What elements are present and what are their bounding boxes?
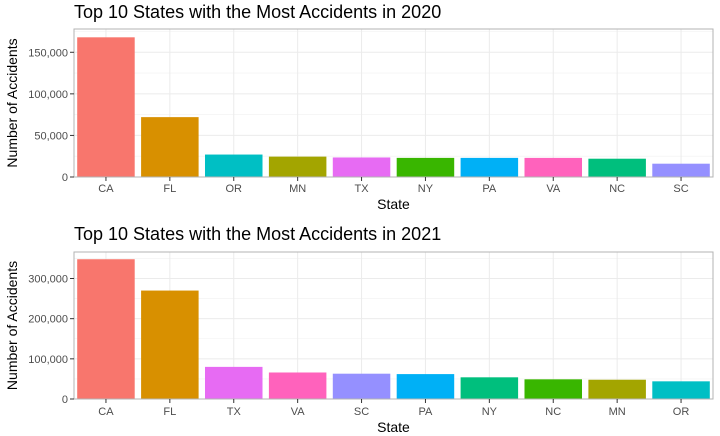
plot-border xyxy=(73,251,714,400)
y-tick-label: 50,000 xyxy=(34,130,68,142)
x-tick-label: NY xyxy=(482,406,498,418)
plot-border xyxy=(73,28,714,178)
bar-CA xyxy=(77,37,135,177)
bar-SC xyxy=(652,163,710,177)
y-tick-label: 0 xyxy=(62,172,68,184)
x-tick-label: TX xyxy=(355,183,370,195)
y-axis-title: Number of Accidents xyxy=(4,38,20,167)
x-tick-label: SC xyxy=(354,406,369,418)
chart-title: Top 10 States with the Most Accidents in… xyxy=(74,2,442,22)
x-tick-label: FL xyxy=(163,406,176,418)
bar-PA xyxy=(396,374,455,399)
bar-MN xyxy=(268,156,327,177)
x-axis-title: State xyxy=(377,419,410,435)
y-tick-label: 100,000 xyxy=(28,89,68,101)
chart-2021-plot: 0 100,000 200,000 300,000 CA FL TX VA SC PA NY NC MN… xyxy=(4,251,714,435)
bar-VA xyxy=(524,157,583,177)
x-tick-label: VA xyxy=(546,183,561,195)
x-tick-label: SC xyxy=(673,183,688,195)
x-tick-label: OR xyxy=(673,406,690,418)
y-tick-label: 200,000 xyxy=(28,314,68,326)
x-tick-label: CA xyxy=(98,406,114,418)
x-tick-label: NC xyxy=(545,406,561,418)
bar-CA xyxy=(77,259,135,399)
y-tick-label: 300,000 xyxy=(28,274,68,286)
x-tick-label: NC xyxy=(609,183,625,195)
chart-2020: Top 10 States with the Most Accidents in… xyxy=(0,0,720,216)
chart-2020-plot: 0 50,000 100,000 150,000 CA FL OR MN TX NY PA VA NC S… xyxy=(4,28,714,212)
bar-FL xyxy=(141,290,199,399)
chart-2021: Top 10 States with the Most Accidents in… xyxy=(0,222,720,436)
y-axis-title: Number of Accidents xyxy=(4,261,20,390)
chart-title: Top 10 States with the Most Accidents in… xyxy=(74,224,442,244)
bar-TX xyxy=(332,157,391,177)
x-tick-label: OR xyxy=(226,183,243,195)
x-tick-label: CA xyxy=(98,183,114,195)
x-tick-label: TX xyxy=(227,406,242,418)
bar-OR xyxy=(204,154,263,177)
y-tick-label: 150,000 xyxy=(28,47,68,59)
bar-SC xyxy=(332,373,391,399)
x-tick-label: FL xyxy=(163,183,176,195)
bar-TX xyxy=(204,366,263,399)
bar-PA xyxy=(460,157,519,177)
y-tick-label: 100,000 xyxy=(28,354,68,366)
bar-NY xyxy=(460,377,519,399)
bar-OR xyxy=(652,381,710,399)
x-axis-title: State xyxy=(377,196,410,212)
x-tick-label: MN xyxy=(609,406,626,418)
bar-NY xyxy=(396,157,455,177)
bar-VA xyxy=(268,372,327,399)
x-tick-label: VA xyxy=(291,406,306,418)
x-tick-label: PA xyxy=(482,183,497,195)
x-tick-label: NY xyxy=(418,183,434,195)
bar-MN xyxy=(588,379,646,399)
x-tick-label: MN xyxy=(289,183,306,195)
bar-NC xyxy=(524,379,583,399)
x-tick-label: PA xyxy=(419,406,434,418)
bar-FL xyxy=(141,117,199,177)
bar-NC xyxy=(588,158,646,177)
y-tick-label: 0 xyxy=(62,394,68,406)
